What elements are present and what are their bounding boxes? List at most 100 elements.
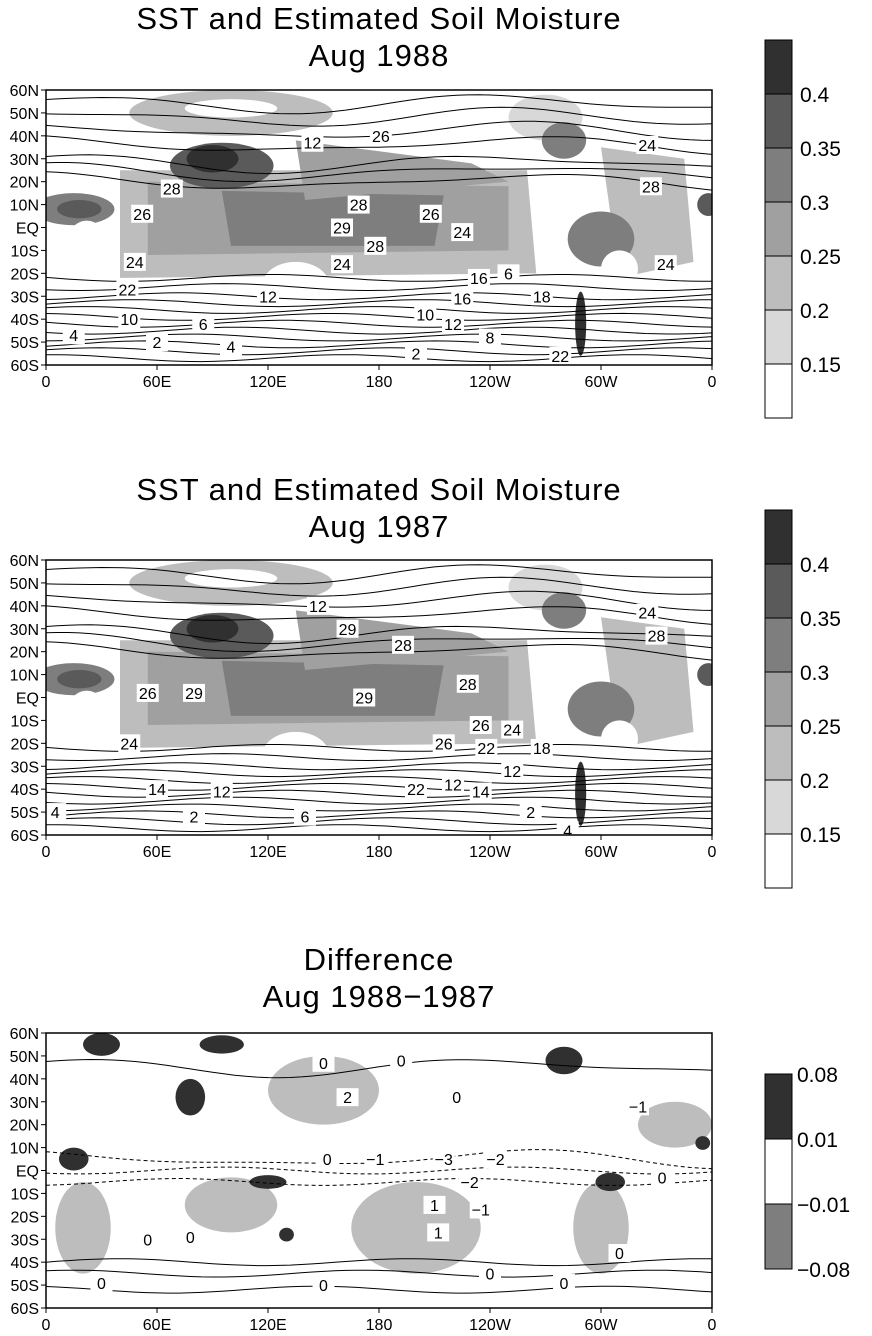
panel3-title: Difference xyxy=(303,942,455,977)
colorbar-swatch xyxy=(764,363,793,419)
contour-line xyxy=(46,744,712,752)
colorbar-swatch xyxy=(764,39,793,95)
contour-label-bg xyxy=(146,333,168,352)
contour-label: 12 xyxy=(309,599,327,616)
contour-label: 2 xyxy=(412,347,421,364)
contour-label-bg xyxy=(451,289,474,308)
contour-label: 24 xyxy=(453,225,471,242)
contour-label: 22 xyxy=(119,282,137,299)
contour-label: 26 xyxy=(133,207,151,224)
contour-label-bg xyxy=(530,287,553,306)
contour-line xyxy=(46,824,712,833)
shaded-region xyxy=(262,261,330,308)
y-tick-label: 40N xyxy=(10,129,39,146)
panel3-subtitle: Aug 1988−1987 xyxy=(262,979,496,1014)
contour-label: 28 xyxy=(163,182,181,199)
contour-line xyxy=(46,810,712,819)
contour-line xyxy=(46,1166,712,1175)
colorbar-swatch xyxy=(764,563,793,619)
contour-label: 24 xyxy=(638,138,656,155)
colorbar-label: 0.25 xyxy=(800,246,841,269)
x-tick-label: 60E xyxy=(143,1317,171,1334)
contour-label-bg xyxy=(312,1276,335,1295)
contour-label: 22 xyxy=(407,782,425,799)
y-tick-label: 20S xyxy=(11,736,39,753)
x-tick-label: 120W xyxy=(469,1317,512,1334)
contour-label-bg xyxy=(427,1223,450,1242)
contour-label: 26 xyxy=(372,129,390,146)
shaded-region xyxy=(541,592,587,629)
contour-label-bg xyxy=(192,314,215,333)
contour-line xyxy=(46,1285,712,1294)
shaded-region xyxy=(184,1177,278,1233)
contour-label: 12 xyxy=(444,778,462,795)
contour-label: 6 xyxy=(301,810,310,827)
contour-label-bg xyxy=(131,204,154,223)
contour-label-bg xyxy=(364,1150,387,1169)
contour-line xyxy=(46,753,712,762)
shaded-region xyxy=(184,569,278,588)
x-tick-label: 60W xyxy=(585,374,619,391)
shaded-region xyxy=(262,731,330,778)
x-tick-label: 120E xyxy=(249,844,286,861)
shaded-region xyxy=(638,1101,712,1148)
contour-label-bg xyxy=(501,761,524,780)
contour-label: 29 xyxy=(333,221,351,238)
contour-line xyxy=(46,312,712,321)
contour-label-bg xyxy=(636,136,659,154)
y-tick-label: EQ xyxy=(16,221,39,238)
contour-label-bg xyxy=(442,314,464,333)
shaded-region xyxy=(58,1147,89,1171)
shaded-region xyxy=(249,1175,287,1189)
contour-label-bg xyxy=(136,1230,159,1249)
colorbar-swatch xyxy=(764,725,793,781)
colorbar-swatch xyxy=(764,671,793,727)
contour-label-bg xyxy=(405,344,427,363)
y-tick-label: 20S xyxy=(11,1209,39,1226)
shaded-region xyxy=(175,1078,206,1116)
contour-line xyxy=(46,283,712,292)
contour-label: −1 xyxy=(366,1152,384,1169)
contour-label-bg xyxy=(390,1051,413,1070)
contour-label-bg xyxy=(556,821,579,835)
contour-label-bg xyxy=(336,1088,359,1107)
y-tick-label: 40S xyxy=(11,1255,39,1272)
contour-line xyxy=(46,1149,712,1170)
contour-label: 22 xyxy=(551,349,569,366)
shaded-region xyxy=(221,190,444,246)
colorbar-label: 0.2 xyxy=(800,300,829,323)
colorbar-label: 0.35 xyxy=(800,608,841,631)
contour-label: 0 xyxy=(397,1054,406,1071)
contour-line xyxy=(46,605,712,625)
contour-line xyxy=(46,135,712,155)
contour-line xyxy=(46,1058,712,1079)
contour-label-bg xyxy=(467,268,490,287)
y-tick-label: 30S xyxy=(11,1232,39,1249)
contour-label-bg xyxy=(501,720,524,739)
contour-line xyxy=(46,762,712,771)
shaded-region xyxy=(601,250,638,288)
contour-label: 0 xyxy=(143,1232,152,1249)
contour-line xyxy=(46,796,712,805)
contour-label-bg xyxy=(519,803,542,822)
colorbar-label: 0.25 xyxy=(800,716,841,739)
y-tick-label: 30S xyxy=(11,289,39,306)
contour-label-bg xyxy=(414,305,437,324)
colorbar-swatch xyxy=(764,201,793,257)
y-tick-label: 50N xyxy=(10,1049,39,1066)
contour-label: 29 xyxy=(185,686,203,703)
contour-label: 2 xyxy=(343,1090,352,1107)
contour-label: 4 xyxy=(69,328,78,345)
contour-label-bg xyxy=(353,688,376,707)
y-tick-label: 20N xyxy=(10,175,39,192)
contour-label-bg xyxy=(210,782,233,801)
contour-line xyxy=(46,776,712,784)
contour-label: 6 xyxy=(199,317,208,334)
contour-label: 0 xyxy=(486,1267,495,1284)
contour-label: 28 xyxy=(350,198,368,215)
contour-label: 26 xyxy=(472,718,490,735)
contour-label: 2 xyxy=(153,335,162,352)
y-tick-label: 50S xyxy=(11,805,39,822)
